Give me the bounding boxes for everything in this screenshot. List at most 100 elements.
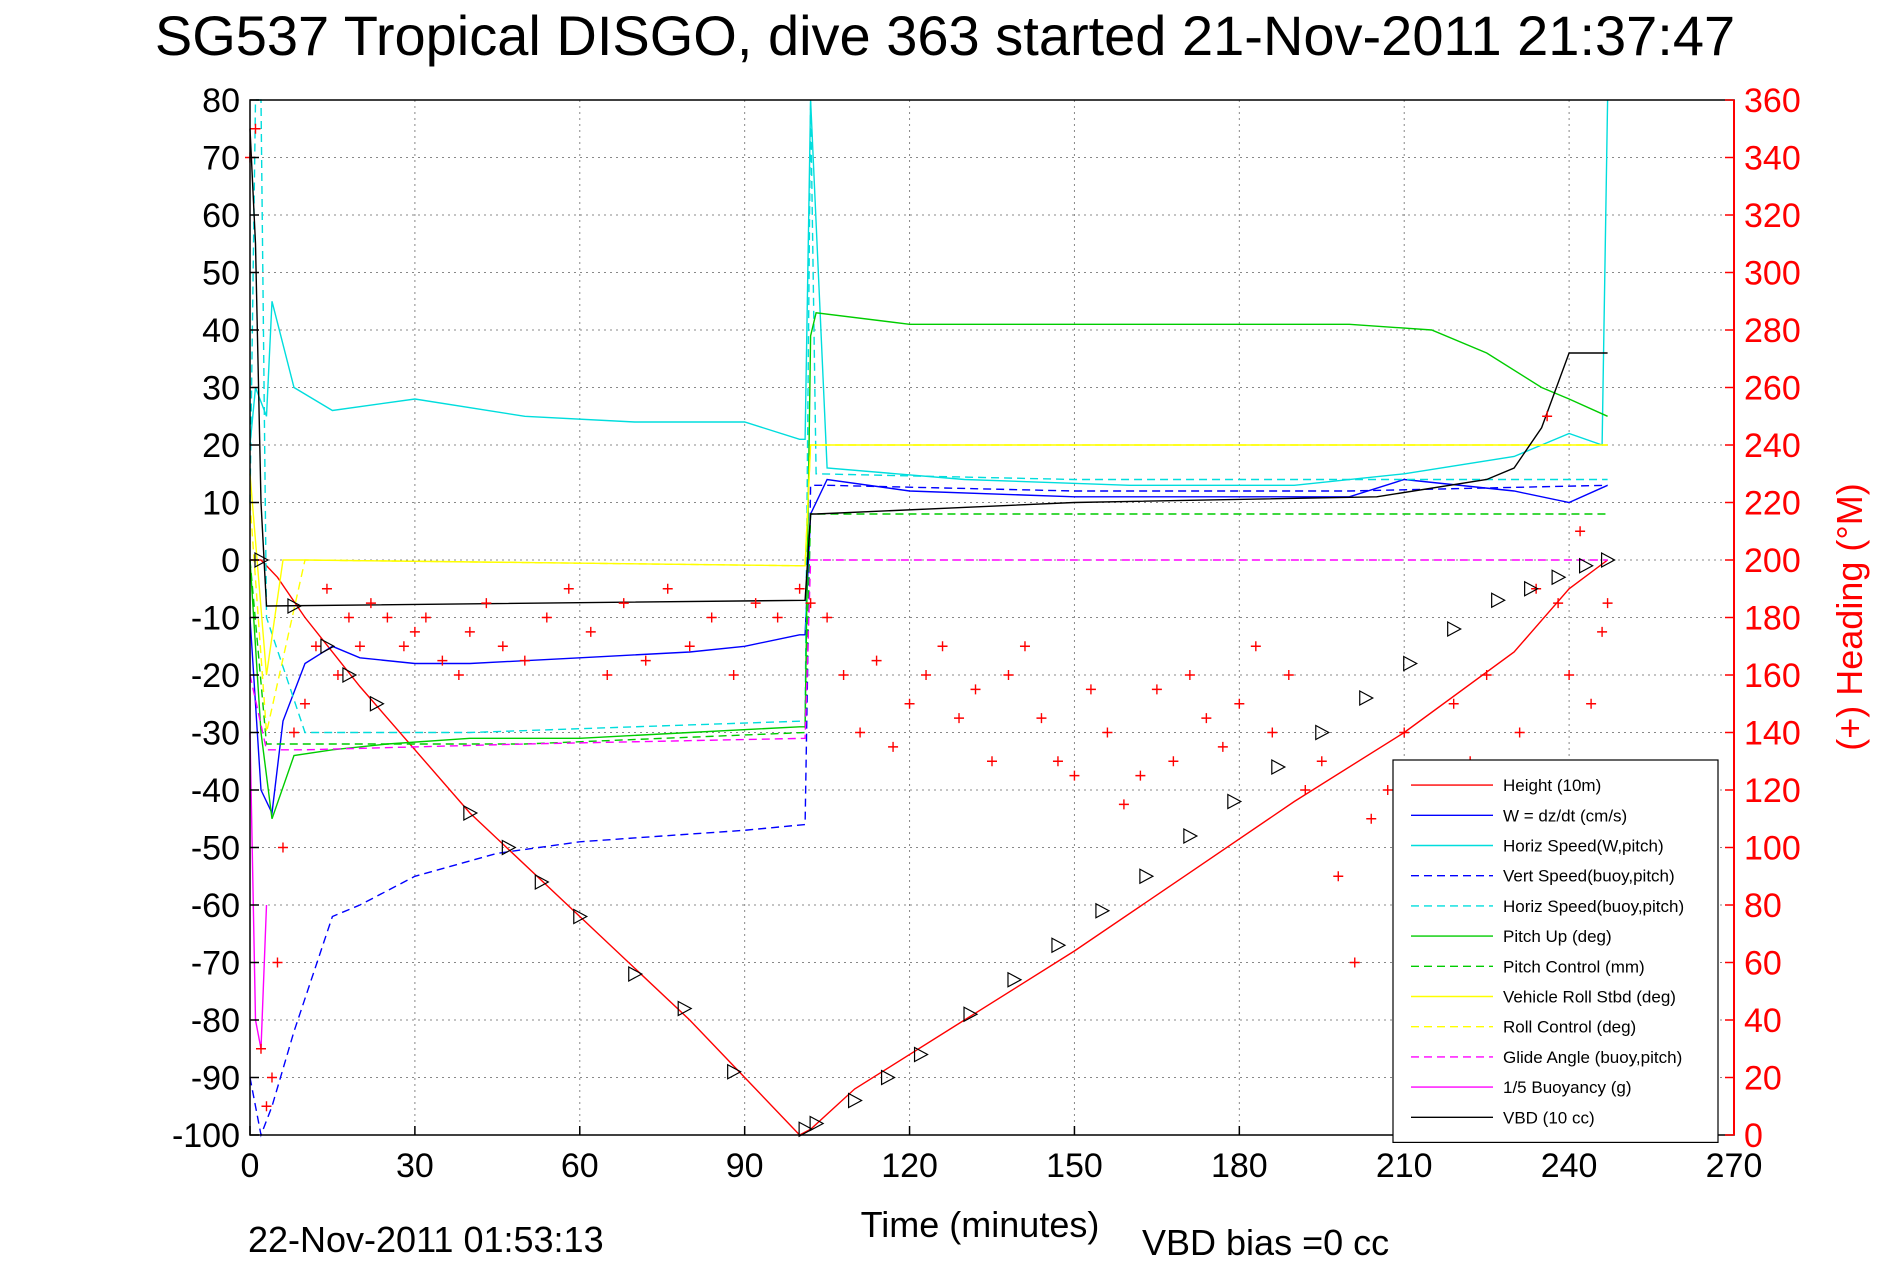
heading-point [453,670,464,680]
heading-point [855,727,866,738]
legend-entry: Pitch Control (mm) [1503,957,1645,976]
heading-point [1531,583,1542,594]
heading-point [497,641,508,652]
y-tick-label: 20 [202,427,240,465]
heading-point [519,655,530,666]
y-tick-label: -90 [191,1060,240,1098]
dive-marker [573,908,589,925]
y2-tick-label: 120 [1744,772,1801,810]
dive-marker [1007,971,1023,988]
heading-point [640,655,651,666]
heading-point [684,641,695,652]
heading-point [1448,698,1459,709]
heading-point [1553,598,1564,609]
heading-point [618,598,629,609]
heading-point [250,123,261,134]
x-tick-label: 150 [1046,1147,1103,1185]
x-tick-label: 0 [241,1147,260,1185]
heading-point [1316,756,1327,767]
dive-marker [1551,569,1567,586]
legend-entry: VBD (10 cc) [1503,1108,1595,1127]
y2-tick-label: 360 [1744,82,1801,120]
dive-marker [809,1115,825,1132]
heading-point [1575,526,1586,537]
series-line [249,99,1609,486]
heading-point [772,612,783,623]
heading-point [1250,641,1261,652]
dive-marker [1359,689,1375,707]
heading-point [1151,684,1162,695]
heading-point [602,670,613,680]
y2-tick-label: 300 [1744,255,1801,293]
dive-marker [1227,793,1243,810]
y-tick-label: 70 [202,140,240,178]
heading-point [310,641,321,652]
heading-point [1564,670,1575,680]
heading-point [1366,813,1377,824]
heading-point [288,727,299,738]
heading-point [987,756,997,767]
dive-marker [880,1069,896,1086]
heading-point [1019,641,1030,652]
heading-point [871,655,882,666]
heading-point [1382,785,1393,795]
heading-point [1300,785,1311,795]
heading-point [1003,670,1014,680]
heading-point [398,641,409,652]
x-tick-label: 270 [1706,1147,1763,1185]
dive-marker [1579,557,1594,574]
heading-point [541,612,552,623]
heading-point [1283,670,1294,680]
dive-marker [963,1006,979,1023]
series-line [249,484,1608,1138]
heading-point [904,698,915,709]
y-tick-label: -40 [191,772,240,810]
dive-marker [677,1000,693,1017]
dive-marker [1183,827,1199,845]
heading-point [1135,770,1146,781]
tick-labels: 0 30 60 90 120 150 180 210 240 270 80 70 60 50 40 30 20 1… [172,82,1801,1185]
legend-entry: 1/5 Buoyancy (g) [1503,1078,1632,1097]
y-tick-label: -20 [191,657,240,695]
heading-point [1102,727,1113,738]
dive-marker [1491,592,1506,609]
series-line [249,99,1608,734]
heading-point [838,670,849,680]
x-tick-label: 210 [1376,1147,1433,1185]
legend-entry: Roll Control (deg) [1503,1018,1636,1037]
heading-point [1184,670,1195,680]
dive-marker [913,1046,929,1063]
heading-point [321,583,332,594]
dive-marker [342,666,358,684]
y2-tick-label: 260 [1744,370,1801,408]
dive-marker [1600,551,1616,569]
y-tick-label: 60 [202,197,240,235]
heading-point [420,612,431,623]
y-tick-label: 30 [202,370,240,408]
y-tick-label: -100 [172,1117,240,1155]
x-tick-label: 120 [881,1147,938,1185]
heading-point [954,713,965,724]
dive-marker [628,965,644,983]
y2-tick-label: 240 [1744,427,1801,465]
dive-marker [1271,758,1287,776]
dive-marker [727,1063,742,1080]
y2-tick-label: 40 [1744,1002,1782,1040]
heading-point [332,670,343,680]
y2-tick-label: 60 [1744,945,1782,983]
legend-entry: Vert Speed(buoy,pitch) [1503,867,1675,886]
heading-point [805,598,816,609]
heading-point [1234,698,1245,709]
dive-marker [798,1121,814,1138]
heading-point [1597,626,1608,637]
y2-axis-label: (+) Heading (°M) [1829,483,1870,750]
y2-tick-label: 140 [1744,715,1801,753]
series-line [249,312,1608,820]
heading-point [481,598,492,609]
heading-point [1514,727,1525,738]
heading-point [970,684,981,695]
series-line [249,732,268,1049]
y2-tick-label: 0 [1744,1117,1763,1155]
y2-tick-label: 340 [1744,140,1801,178]
heading-point [921,670,932,680]
